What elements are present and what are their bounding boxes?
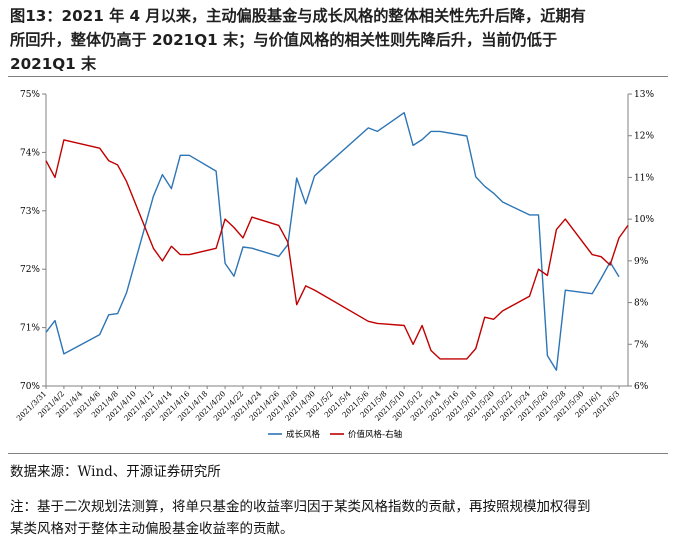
chart-axes: 70%71%72%73%74%75%6%7%8%9%10%11%12%13%20… xyxy=(15,90,655,423)
footnote-line-1: 注：基于二次规划法测算，将单只基金的收益率归因于某类风格指数的贡献，再按照规模加… xyxy=(10,499,591,515)
y-left-tick-label: 71% xyxy=(20,324,40,334)
chart-legend: 成长风格 价值风格-右轴 xyxy=(268,429,402,440)
figure-title-line-3: 2021Q1 末 xyxy=(10,55,97,73)
y-right-tick-label: 7% xyxy=(634,340,649,350)
line-chart: 70%71%72%73%74%75%6%7%8%9%10%11%12%13%20… xyxy=(15,90,655,440)
figure-title: 图13：2021 年 4 月以来，主动偏股基金与成长风格的整体相关性先升后降，近… xyxy=(10,4,670,76)
legend-growth-label: 成长风格 xyxy=(286,429,321,440)
value-series-line xyxy=(45,139,629,360)
y-left-tick-label: 70% xyxy=(20,382,40,392)
footnote-line-2: 某类风格对于整体主动偏股基金收益率的贡献。 xyxy=(10,521,294,537)
y-right-tick-label: 13% xyxy=(634,90,654,100)
y-right-tick-label: 6% xyxy=(634,382,649,392)
y-right-tick-label: 11% xyxy=(634,173,654,183)
growth-series-line xyxy=(45,112,620,371)
y-left-tick-label: 75% xyxy=(20,90,40,100)
footnote: 注：基于二次规划法测算，将单只基金的收益率归因于某类风格指数的贡献，再按照规模加… xyxy=(10,496,670,540)
y-right-tick-label: 12% xyxy=(634,132,654,142)
y-right-tick-label: 10% xyxy=(634,215,654,225)
legend-value-label: 价值风格-右轴 xyxy=(348,429,402,440)
figure-title-line-1: 图13：2021 年 4 月以来，主动偏股基金与成长风格的整体相关性先升后降，近… xyxy=(10,7,586,25)
y-right-tick-label: 8% xyxy=(634,299,649,309)
figure-title-line-2: 所回升，整体仍高于 2021Q1 末；与价值风格的相关性则先降后升，当前仍低于 xyxy=(10,31,558,49)
y-right-tick-label: 9% xyxy=(634,257,649,267)
top-rule xyxy=(8,76,668,77)
data-source: 数据来源：Wind、开源证券研究所 xyxy=(10,464,221,480)
y-left-tick-label: 73% xyxy=(20,207,40,217)
y-left-tick-label: 74% xyxy=(20,148,40,158)
chart-series xyxy=(45,112,629,371)
bottom-rule xyxy=(8,453,668,454)
y-left-tick-label: 72% xyxy=(20,265,40,275)
